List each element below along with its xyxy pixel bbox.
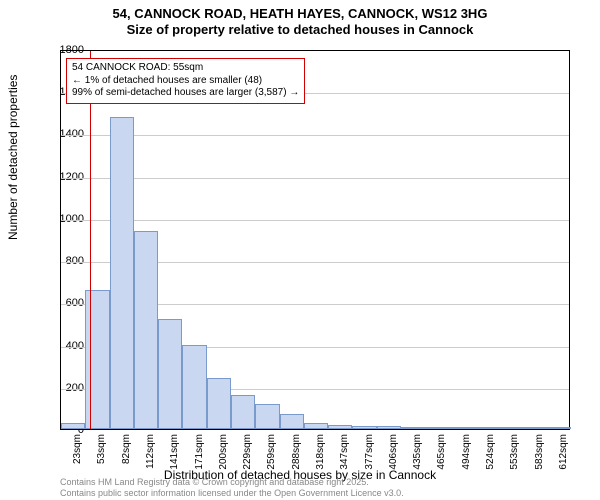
y-axis-label: Number of detached properties — [6, 75, 20, 240]
bar — [255, 404, 279, 429]
bar — [182, 345, 206, 429]
title-line-1: 54, CANNOCK ROAD, HEATH HAYES, CANNOCK, … — [0, 6, 600, 22]
bar — [498, 427, 522, 429]
bar — [425, 427, 449, 429]
chart-title: 54, CANNOCK ROAD, HEATH HAYES, CANNOCK, … — [0, 0, 600, 39]
bar — [352, 426, 376, 429]
property-marker-line — [90, 51, 91, 429]
bar — [547, 427, 571, 429]
bar — [158, 319, 182, 429]
plot-area — [60, 50, 570, 430]
title-line-2: Size of property relative to detached ho… — [0, 22, 600, 38]
footer-line-2: Contains public sector information licen… — [60, 488, 404, 498]
annotation-line-3: 99% of semi-detached houses are larger (… — [72, 87, 299, 100]
bar — [280, 414, 304, 429]
annotation-line-2: ← 1% of detached houses are smaller (48) — [72, 75, 299, 88]
bar — [207, 378, 231, 429]
bar — [377, 426, 401, 429]
bar — [328, 425, 352, 429]
annotation-line-1: 54 CANNOCK ROAD: 55sqm — [72, 62, 299, 75]
bar — [522, 427, 546, 429]
bar — [231, 395, 255, 429]
bar — [134, 231, 158, 429]
bar — [85, 290, 109, 429]
footer-line-1: Contains HM Land Registry data © Crown c… — [60, 477, 404, 487]
bar — [110, 117, 134, 429]
bar — [61, 423, 85, 429]
bar — [474, 427, 498, 429]
bar — [401, 427, 425, 429]
annotation-box: 54 CANNOCK ROAD: 55sqm ← 1% of detached … — [66, 58, 305, 104]
bar — [450, 427, 474, 429]
bar — [304, 423, 328, 429]
histogram-bars — [61, 51, 569, 429]
footer-attribution: Contains HM Land Registry data © Crown c… — [60, 477, 404, 498]
